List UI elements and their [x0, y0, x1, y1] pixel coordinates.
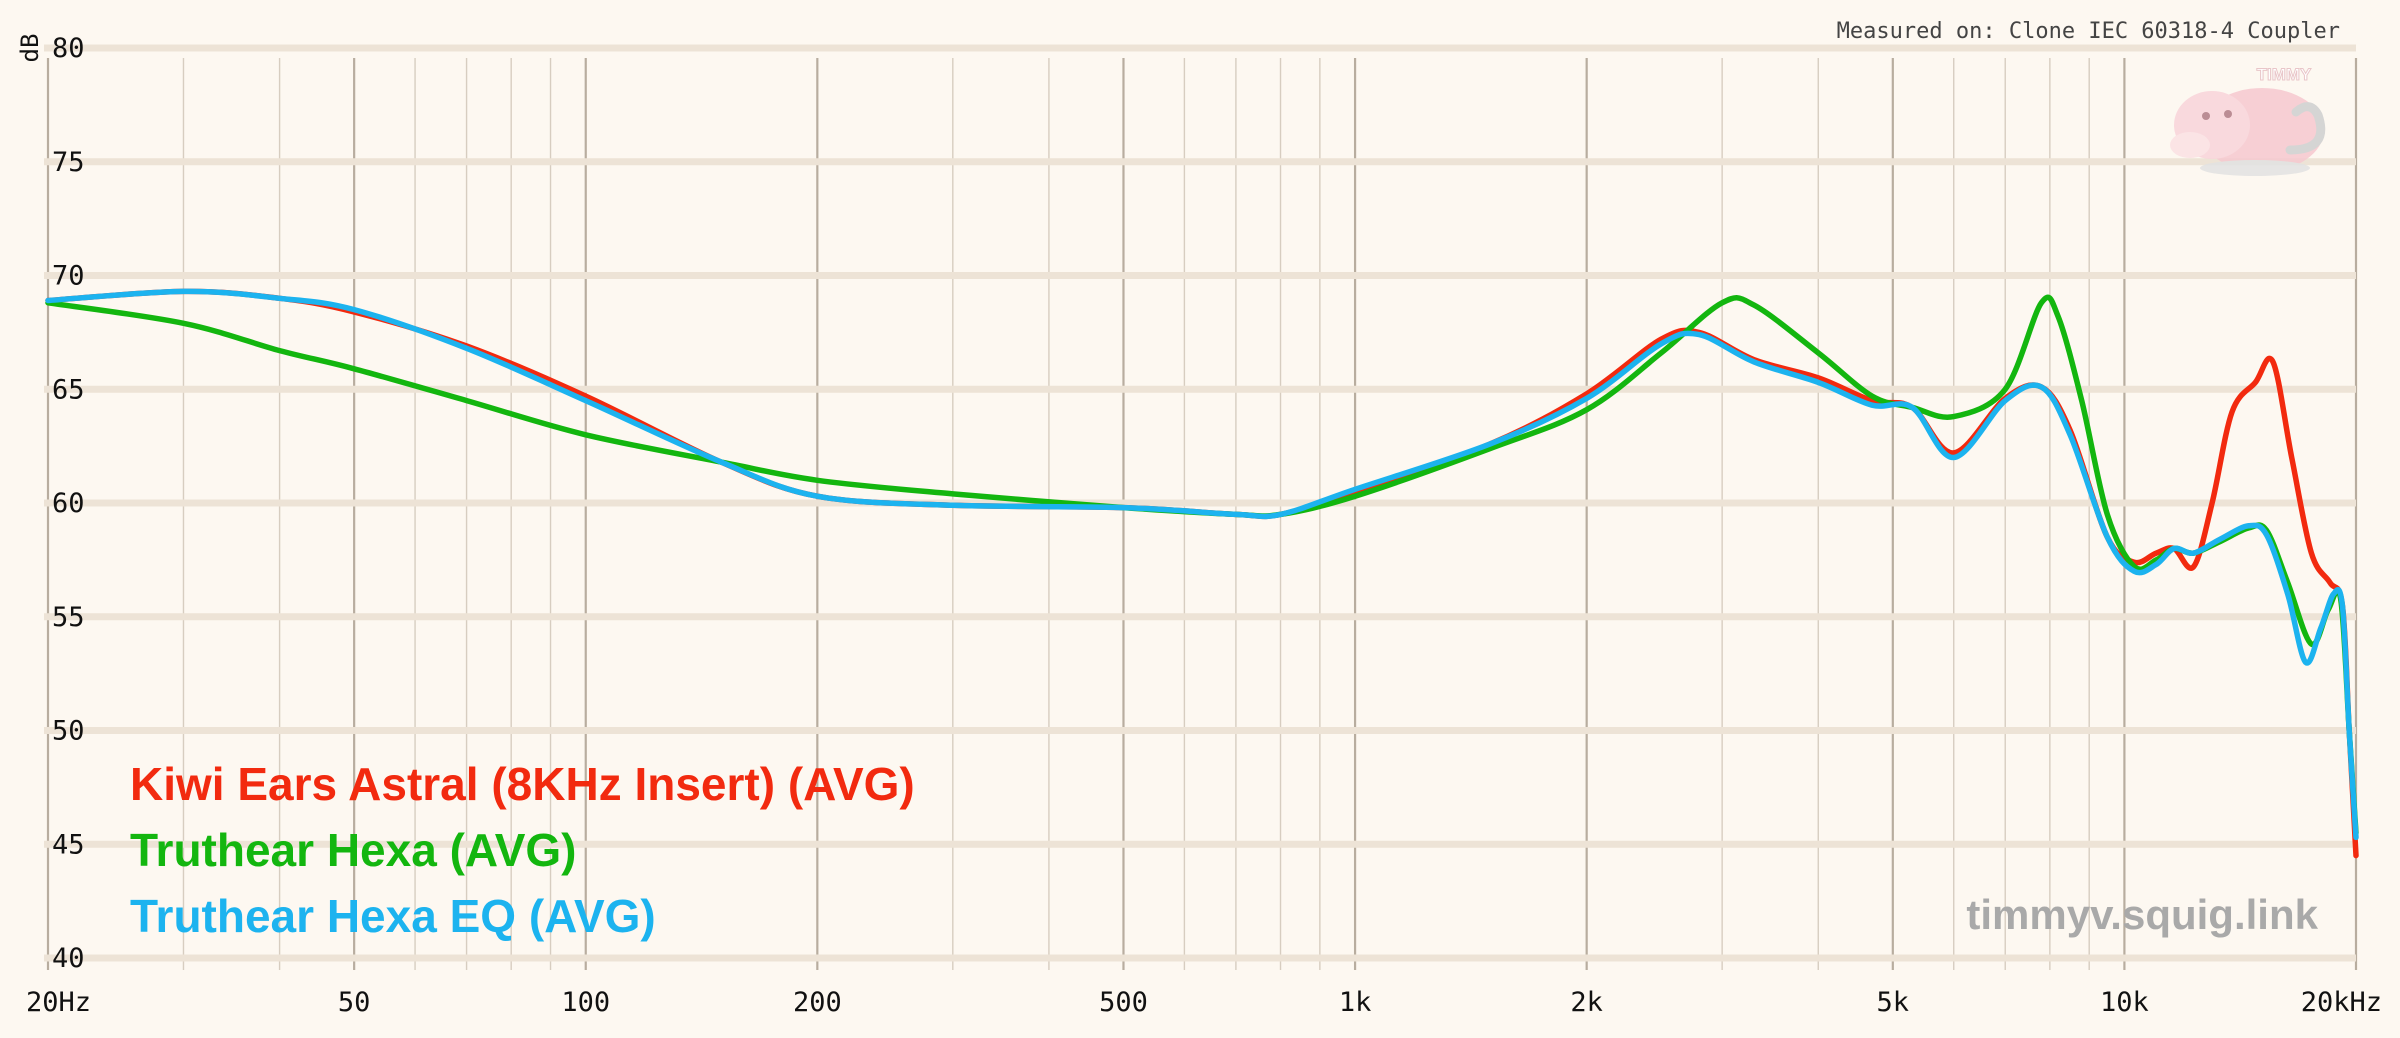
x-tick-labels: 20Hz 50 100 200 500 1k 2k 5k 10k 20kHz [26, 987, 2382, 1018]
y-tick-label: 70 [52, 261, 85, 292]
x-tick-label: 2k [1570, 987, 1603, 1018]
x-tick-label: 20Hz [26, 987, 91, 1018]
x-tick-label: 1k [1339, 987, 1372, 1018]
y-tick-label: 40 [52, 943, 85, 974]
legend: Kiwi Ears Astral (8KHz Insert) (AVG) Trut… [130, 758, 915, 942]
y-tick-label: 60 [52, 488, 85, 519]
series-lines [45, 288, 2359, 859]
timmy-logo-icon [2170, 88, 2326, 176]
x-tick-label: 50 [338, 987, 371, 1018]
logo-text: TIMMY [2257, 65, 2312, 84]
x-tick-label: 100 [561, 987, 610, 1018]
series-line-truthear-hexa-avg [45, 294, 2359, 836]
x-tick-label: 200 [793, 987, 842, 1018]
x-tick-label: 10k [2100, 987, 2149, 1018]
legend-entry-truthear-hexa-avg: Truthear Hexa (AVG) [130, 824, 576, 876]
measured-on-note: Measured on: Clone IEC 60318-4 Coupler [1837, 19, 2340, 44]
legend-entry-truthear-hexa-eq-avg: Truthear Hexa EQ (AVG) [130, 890, 656, 942]
y-axis-label: dB [16, 34, 44, 63]
x-tick-label: 500 [1099, 987, 1148, 1018]
x-tick-label: 20kHz [2301, 987, 2382, 1018]
watermark: timmyv.squig.link [1966, 891, 2318, 938]
y-tick-label: 45 [52, 829, 85, 860]
grid [44, 44, 2358, 970]
y-tick-label: 75 [52, 147, 85, 178]
y-tick-label: 55 [52, 602, 85, 633]
y-tick-label: 80 [52, 33, 85, 64]
x-tick-label: 5k [1877, 987, 1910, 1018]
y-tick-label: 50 [52, 716, 85, 747]
series-line-truthear-hexa-eq-avg [45, 288, 2359, 841]
y-tick-labels: 40 45 50 55 60 65 70 75 80 [52, 33, 85, 974]
y-tick-label: 65 [52, 374, 85, 405]
legend-entry-kiwi-ears-astral-8khz-insert-avg: Kiwi Ears Astral (8KHz Insert) (AVG) [130, 758, 915, 810]
